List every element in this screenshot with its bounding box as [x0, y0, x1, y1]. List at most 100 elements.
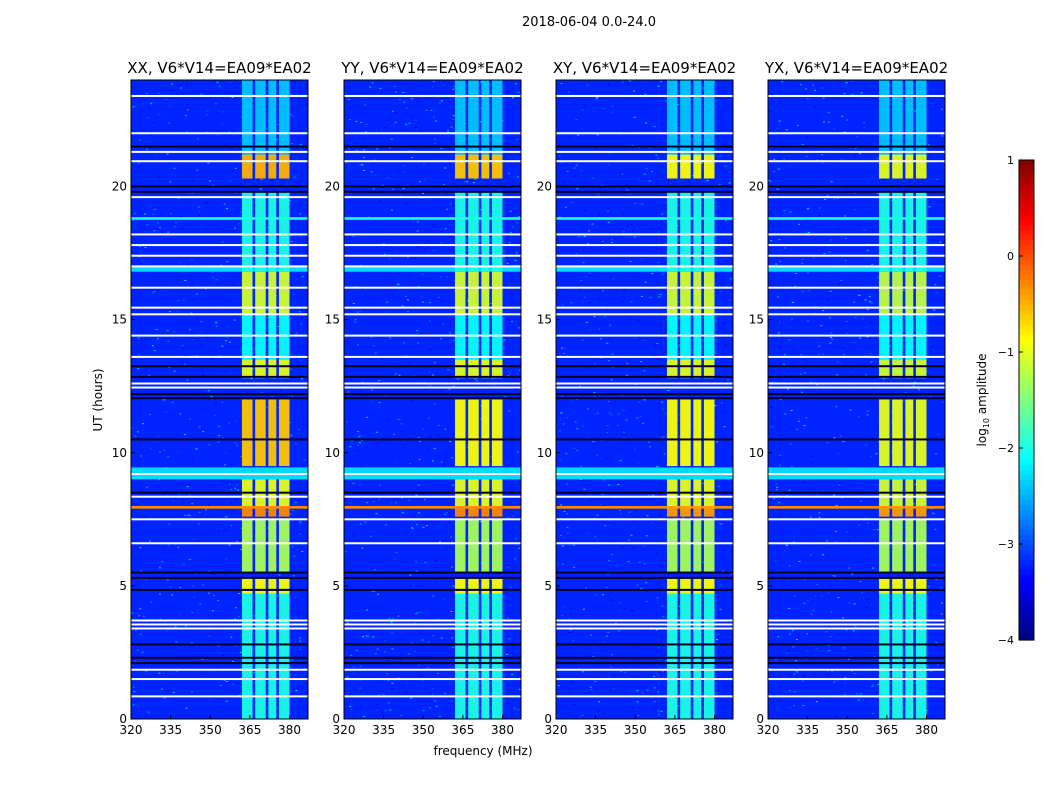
noise-pixel: [218, 110, 221, 112]
noise-pixel: [835, 539, 838, 541]
noise-pixel: [624, 607, 627, 609]
noise-pixel: [375, 513, 378, 515]
y-tick-label: 15: [112, 313, 127, 327]
noise-pixel: [837, 453, 840, 455]
noise-pixel: [721, 411, 724, 413]
noise-pixel: [440, 147, 443, 149]
noise-pixel: [626, 530, 629, 532]
noise-pixel: [217, 425, 220, 427]
noise-pixel: [808, 675, 811, 677]
noise-pixel: [922, 384, 925, 386]
noise-pixel: [842, 194, 845, 196]
noise-pixel: [302, 293, 305, 295]
rfi-block: [481, 593, 490, 719]
noise-pixel: [775, 263, 778, 265]
noise-pixel: [161, 231, 164, 233]
noise-pixel: [629, 260, 632, 262]
noise-pixel: [633, 236, 636, 238]
noise-pixel: [774, 659, 777, 661]
noise-pixel: [392, 188, 395, 190]
noise-pixel: [171, 401, 174, 403]
noise-pixel: [625, 374, 628, 376]
noise-pixel: [503, 569, 506, 571]
noise-pixel: [772, 489, 775, 491]
noise-pixel: [855, 136, 858, 138]
noise-pixel: [940, 602, 943, 604]
noise-pixel: [234, 488, 237, 490]
noise-pixel: [817, 144, 820, 146]
noise-pixel: [795, 638, 798, 640]
rfi-block: [481, 191, 490, 272]
noise-pixel: [588, 272, 591, 274]
noise-pixel: [167, 540, 170, 542]
noise-pixel: [131, 331, 134, 333]
noise-pixel: [168, 122, 171, 124]
noise-pixel: [231, 171, 234, 173]
rfi-block: [666, 593, 678, 719]
noise-pixel: [215, 279, 218, 281]
noise-pixel: [935, 103, 938, 105]
noise-pixel: [816, 584, 819, 586]
noise-pixel: [240, 685, 243, 687]
noise-pixel: [159, 618, 162, 620]
noise-pixel: [361, 547, 364, 549]
noise-pixel: [425, 525, 428, 527]
noise-pixel: [828, 238, 831, 240]
noise-pixel: [804, 360, 807, 362]
noise-pixel: [371, 389, 374, 391]
noise-pixel: [518, 369, 521, 371]
noise-pixel: [187, 514, 190, 516]
noise-pixel: [184, 625, 187, 627]
noise-pixel: [810, 613, 813, 615]
noise-pixel: [218, 604, 221, 606]
gap-line: [768, 145, 945, 148]
noise-pixel: [844, 262, 847, 264]
noise-pixel: [677, 104, 680, 106]
rfi-block: [680, 271, 691, 315]
noise-pixel: [802, 209, 805, 211]
noise-pixel: [452, 119, 455, 121]
noise-pixel: [356, 149, 359, 151]
rfi-block: [241, 399, 253, 467]
noise-pixel: [515, 83, 518, 85]
noise-pixel: [581, 714, 584, 716]
noise-pixel: [448, 549, 451, 551]
colorbar-segment: [1019, 360, 1034, 366]
noise-pixel: [446, 129, 449, 131]
colorbar-label: log10 amplitude: [975, 354, 991, 447]
noise-pixel: [400, 431, 403, 433]
noise-pixel: [410, 527, 413, 529]
noise-pixel: [253, 455, 256, 457]
noise-pixel: [846, 332, 849, 334]
noise-pixel: [184, 328, 187, 330]
noise-pixel: [792, 646, 795, 648]
rfi-block: [892, 80, 903, 155]
noise-pixel: [137, 337, 140, 339]
flagged-line: [556, 627, 733, 630]
noise-pixel: [427, 667, 430, 669]
colorbar-segment: [1019, 460, 1034, 466]
noise-pixel: [630, 511, 633, 513]
noise-pixel: [220, 348, 223, 350]
noise-pixel: [217, 134, 220, 136]
noise-pixel: [390, 502, 393, 504]
gap-line: [344, 438, 521, 441]
noise-pixel: [200, 321, 203, 323]
noise-pixel: [299, 648, 302, 650]
noise-pixel: [239, 455, 242, 457]
noise-pixel: [626, 189, 629, 191]
noise-pixel: [291, 546, 294, 548]
noise-pixel: [873, 656, 876, 658]
noise-pixel: [653, 239, 656, 241]
noise-pixel: [562, 536, 565, 538]
noise-pixel: [391, 682, 394, 684]
noise-pixel: [621, 546, 624, 548]
colorbar-segment: [1019, 270, 1034, 276]
noise-pixel: [700, 162, 703, 164]
noise-pixel: [615, 190, 618, 192]
rfi-block: [892, 593, 903, 719]
noise-pixel: [297, 126, 300, 128]
flagged-line: [344, 160, 521, 163]
noise-pixel: [782, 696, 785, 698]
noise-pixel: [452, 339, 455, 341]
